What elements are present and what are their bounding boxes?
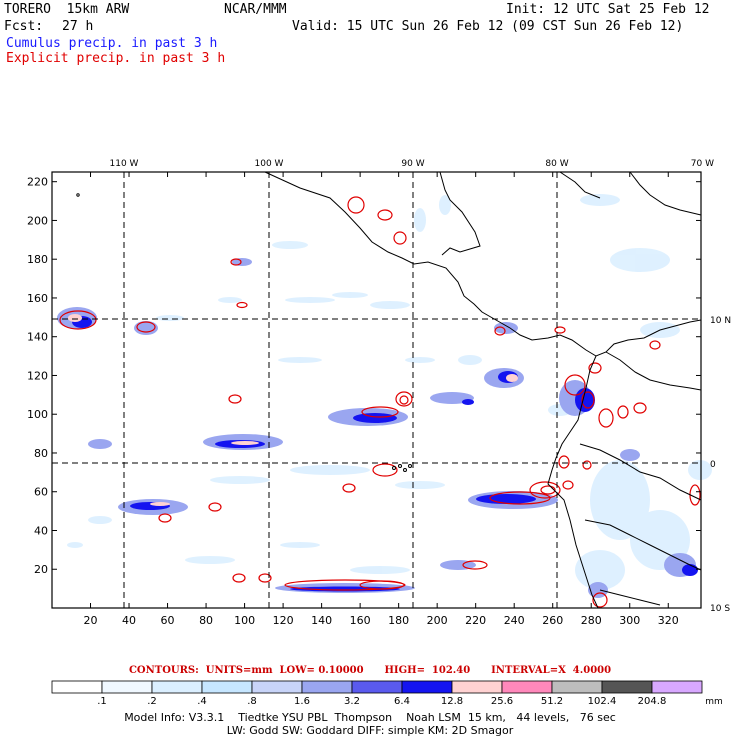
legend-label: 6.4 — [394, 696, 410, 707]
latitude-labels: 10 N 0 10 S — [710, 316, 731, 614]
model-info-line1: Model Info: V3.3.1 Tiedtke YSU PBL Thomp… — [124, 711, 616, 724]
center-label: NCAR/MMM — [224, 2, 287, 17]
contour-info: CONTOURS: UNITS=mm LOW= 0.10000 HIGH= 10… — [128, 665, 612, 676]
y-tick-label: 160 — [27, 292, 48, 305]
model-info-line2: LW: Godd SW: Goddard DIFF: simple KM: 2D… — [226, 724, 514, 737]
y-tick-label: 80 — [34, 447, 48, 460]
x-tick-label: 120 — [273, 614, 294, 627]
y-tick-label: 100 — [27, 408, 48, 421]
x-tick-label: 300 — [619, 614, 640, 627]
y-tick-label: 220 — [27, 176, 48, 189]
model-title: TORERO 15km ARW — [4, 2, 130, 17]
x-tick-label: 180 — [388, 614, 409, 627]
legend-label: .1 — [97, 696, 107, 707]
x-axis: 20 40 60 80 100 120 140 160 180 200 220 240 260 280 30… — [84, 172, 679, 627]
forecast-hours: 27 h — [62, 19, 94, 34]
legend-swatch — [201, 680, 253, 694]
legend-swatch — [601, 680, 653, 694]
legend-label: 51.2 — [541, 696, 563, 707]
map-frame — [51, 171, 702, 609]
legend-unit: mm — [705, 697, 723, 707]
forecast-label: Fcst: — [4, 19, 44, 34]
x-tick-label: 220 — [465, 614, 486, 627]
legend-label: .4 — [197, 696, 207, 707]
legend-label: 25.6 — [491, 696, 513, 707]
y-axis: 20 40 60 80 100 120 140 160 180 200 220 — [27, 176, 701, 576]
longitude-label: 70 W — [691, 159, 714, 169]
x-tick-label: 320 — [658, 614, 679, 627]
y-tick-label: 180 — [27, 253, 48, 266]
legend-label: 102.4 — [588, 696, 617, 707]
y-tick-label: 20 — [34, 563, 48, 576]
longitude-label: 80 W — [545, 159, 568, 169]
legend-swatch — [351, 680, 403, 694]
legend-swatch — [401, 680, 453, 694]
y-tick-label: 140 — [27, 331, 48, 344]
lat-lon-grid — [52, 172, 701, 608]
longitude-label: 100 W — [255, 159, 284, 169]
x-tick-label: 20 — [84, 614, 98, 627]
latitude-label: 10 N — [710, 316, 731, 326]
y-tick-label: 40 — [34, 524, 48, 537]
longitude-label: 90 W — [401, 159, 424, 169]
legend-label: .2 — [147, 696, 157, 707]
x-tick-label: 240 — [504, 614, 525, 627]
latitude-label: 0 — [710, 460, 716, 470]
legend-label: 12.8 — [441, 696, 463, 707]
valid-time: Valid: 15 UTC Sun 26 Feb 12 (09 CST Sun … — [292, 19, 684, 34]
longitude-label: 110 W — [110, 159, 139, 169]
legend-label: 204.8 — [638, 696, 667, 707]
coastline — [76, 171, 702, 609]
legend-swatch — [251, 680, 303, 694]
x-tick-label: 200 — [427, 614, 448, 627]
legend-swatch — [51, 680, 103, 694]
init-time: Init: 12 UTC Sat 25 Feb 12 — [506, 2, 710, 17]
legend-label: .8 — [247, 696, 257, 707]
cumulus-precip-shading — [57, 194, 712, 598]
x-tick-label: 280 — [581, 614, 602, 627]
legend-swatch — [151, 680, 203, 694]
x-tick-label: 260 — [542, 614, 563, 627]
explicit-precip-contours — [59, 196, 701, 608]
latitude-label: 10 S — [710, 604, 730, 614]
x-tick-label: 40 — [122, 614, 136, 627]
y-tick-label: 200 — [27, 214, 48, 227]
x-tick-label: 100 — [234, 614, 255, 627]
legend-swatch — [501, 680, 553, 694]
explicit-field-title: Explicit precip. in past 3 h — [6, 51, 226, 66]
x-tick-label: 80 — [199, 614, 213, 627]
legend-swatch — [451, 680, 503, 694]
x-tick-label: 160 — [350, 614, 371, 627]
y-tick-label: 60 — [34, 486, 48, 499]
longitude-labels: 110 W 100 W 90 W 80 W 70 W — [110, 159, 715, 169]
legend-label: 3.2 — [344, 696, 360, 707]
legend-swatch — [301, 680, 353, 694]
legend-swatch — [551, 680, 603, 694]
legend-swatch — [651, 680, 703, 694]
y-tick-label: 120 — [27, 369, 48, 382]
x-tick-label: 140 — [311, 614, 332, 627]
cumulus-field-title: Cumulus precip. in past 3 h — [6, 36, 218, 51]
color-legend: .1 .2 .4 .8 1.6 3.2 6.4 12.8 25.6 51.2 102.4 204.8 m… — [51, 680, 723, 707]
legend-label: 1.6 — [294, 696, 310, 707]
legend-swatch — [101, 680, 153, 694]
x-tick-label: 60 — [161, 614, 175, 627]
